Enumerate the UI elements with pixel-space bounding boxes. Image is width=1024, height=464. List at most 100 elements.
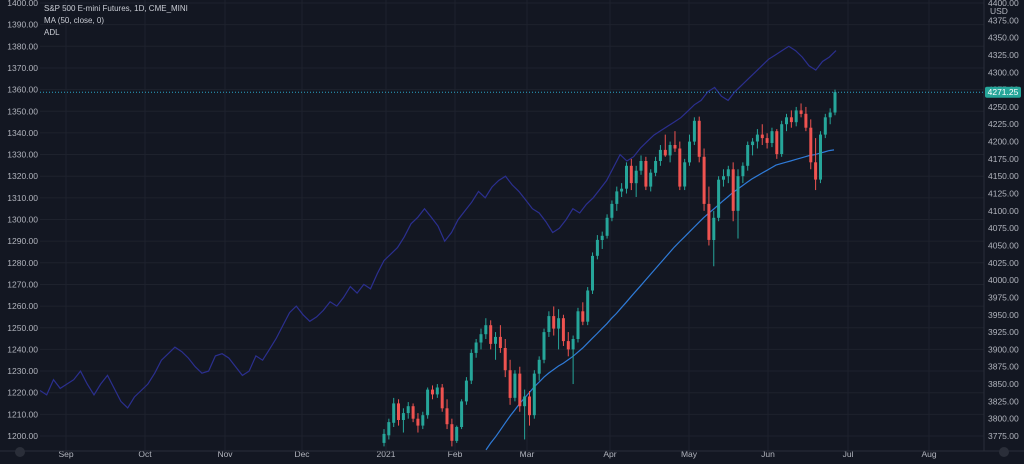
last-price-tag: 4271.25 [985,86,1021,98]
candle-body [460,401,464,427]
right-tick-label: 4250.00 [988,102,1019,112]
left-tick-label: 1290.00 [7,236,38,246]
grid [40,0,984,451]
candle-body [688,141,691,163]
time-tick-label: Feb [448,449,463,459]
candle-body [639,161,643,171]
candle-body [789,117,793,123]
candle-body [445,408,449,425]
time-tick-label: Jun [761,449,775,459]
candle-body [479,334,483,343]
left-tick-label: 1270.00 [7,279,38,289]
settings-gear-icon[interactable] [999,447,1009,457]
candle-body [625,165,628,189]
candle-body [397,403,400,420]
adl-series [39,45,837,409]
candle-body [387,422,391,436]
last-price-tag-bg [985,86,1021,98]
candle-body [566,341,570,350]
candle-body [799,110,803,114]
candle-body [431,389,434,395]
candle-body [644,161,648,187]
right-tick-label: 4400.00 [988,0,1019,8]
candle-body [523,396,527,407]
candle-body [421,415,425,426]
legend-ma[interactable]: MA (50, close, 0) [44,16,104,25]
candle-body [746,145,750,166]
candle-body [435,387,439,395]
right-tick-label: 4200.00 [988,137,1019,147]
candle-body [736,176,740,211]
bottom-right-settings[interactable] [999,447,1009,457]
candle-body [770,131,774,143]
candle-body [702,156,706,204]
time-tick-label: Oct [138,449,152,459]
candle-body [785,117,788,125]
candle-body [498,336,502,348]
right-tick-label: 4325.00 [988,50,1019,60]
candle-body [741,165,745,177]
right-tick-label: 3975.00 [988,292,1019,302]
left-tick-label: 1300.00 [7,215,38,225]
candle-body [542,332,546,360]
left-tick-label: 1240.00 [7,344,38,354]
candle-body [416,418,420,426]
scale-toggle-icon[interactable] [15,447,25,457]
right-tick-label: 4100.00 [988,206,1019,216]
candle-body [610,203,614,218]
candle-body [697,120,701,157]
candle-body [760,134,764,139]
candle-body [678,148,682,187]
candle-body [557,318,561,329]
left-tick-label: 1360.00 [7,85,38,95]
chart-title[interactable]: S&P 500 E-mini Futures, 1D, CME_MINI [44,4,188,13]
candle-body [552,316,556,329]
time-tick-label: Jul [843,449,854,459]
right-tick-label: 3800.00 [988,414,1019,424]
candle-body [494,336,497,344]
candle-body [751,141,755,146]
bottom-left-scale-toggle[interactable] [15,447,25,457]
candle-body [765,138,769,143]
candle-body [605,217,609,236]
candle-body [794,110,798,123]
candle-body [620,188,624,192]
candle-body [712,217,716,240]
time-tick-label: Dec [294,449,310,459]
right-tick-label: 3825.00 [988,396,1019,406]
candle-body [450,424,454,441]
candles [382,89,837,447]
left-price-axis[interactable]: 1400.00 1390.00 1380.00 1370.00 1360.00 1350.… [7,0,38,441]
right-tick-label: 3900.00 [988,344,1019,354]
candle-body [508,370,512,398]
right-tick-label: 4225.00 [988,119,1019,129]
candle-body [634,170,638,184]
right-tick-label: 4375.00 [988,15,1019,25]
candle-body [595,239,599,256]
left-tick-label: 1330.00 [7,150,38,160]
right-tick-label: 3775.00 [988,431,1019,441]
candle-body [717,179,721,218]
candle-body [489,325,493,344]
candle-body [426,389,430,416]
time-tick-label: Nov [217,449,233,459]
legend[interactable]: S&P 500 E-mini Futures, 1D, CME_MINI MA … [44,4,188,37]
left-tick-label: 1230.00 [7,366,38,376]
legend-adl[interactable]: ADL [44,28,60,37]
time-axis[interactable]: Sep Oct Nov Dec 2021 Feb Mar Apr May Jun Jul Aug [58,449,936,459]
candle-body [581,311,585,322]
candle-body [600,235,604,240]
time-tick-label: Aug [921,449,936,459]
candle-body [528,396,531,416]
candle-body [731,169,735,211]
left-tick-label: 1220.00 [7,388,38,398]
candle-body [722,176,725,180]
candle-body [629,165,633,184]
left-tick-label: 1310.00 [7,193,38,203]
left-tick-label: 1210.00 [7,409,38,419]
currency-label: USD [990,6,1008,16]
candle-body [586,290,590,322]
candle-body [649,172,653,187]
time-tick-label: 2021 [377,449,396,459]
